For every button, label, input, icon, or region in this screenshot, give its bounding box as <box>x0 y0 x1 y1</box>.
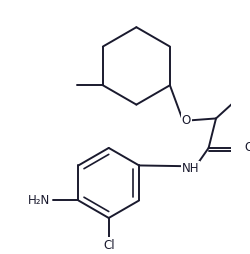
Text: Cl: Cl <box>102 239 114 252</box>
Text: H₂N: H₂N <box>28 194 50 207</box>
Text: NH: NH <box>181 162 198 175</box>
Text: O: O <box>244 141 250 154</box>
Text: O: O <box>181 114 190 127</box>
